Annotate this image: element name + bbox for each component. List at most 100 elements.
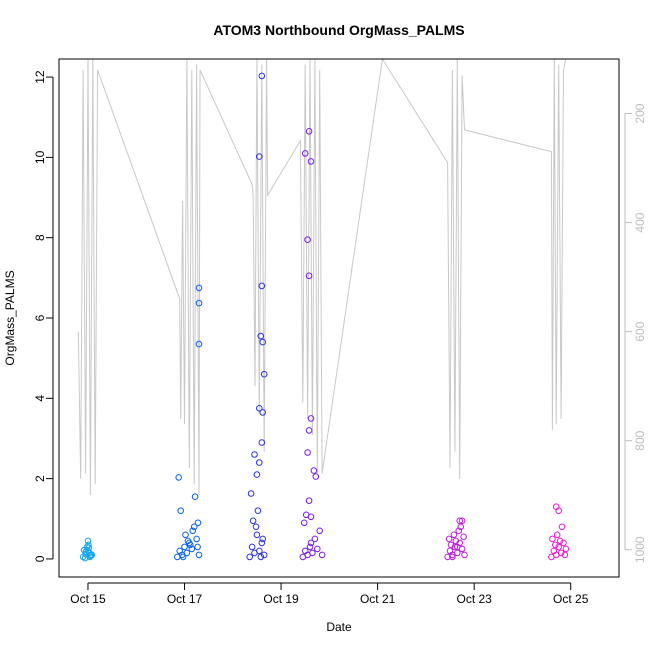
data-point — [451, 543, 459, 551]
data-point — [449, 553, 456, 561]
data-point — [194, 543, 201, 551]
data-point — [189, 527, 196, 535]
data-point — [256, 547, 263, 555]
data-point — [556, 537, 564, 545]
data-point — [305, 128, 313, 135]
data-point — [258, 72, 266, 80]
axes-layer: 0 2 4 6 8 10 12 Oct 15 Oct 17 Oct 19 Oct 21 Oct 23 O… — [33, 70, 647, 606]
data-point — [560, 539, 567, 547]
data-point — [257, 332, 265, 340]
secondary-tick-label: 600 — [633, 321, 647, 341]
altitude-trace-layer — [77, 57, 567, 496]
data-point — [195, 551, 203, 559]
chart-title: ATOM3 Northbound OrgMass_PALMS — [213, 22, 464, 38]
data-point — [307, 539, 315, 547]
y-tick-label: 12 — [33, 70, 47, 84]
data-point — [194, 519, 202, 527]
data-point — [304, 449, 311, 456]
data-point — [193, 535, 200, 543]
plot-frame — [58, 58, 620, 578]
data-point — [253, 531, 261, 539]
data-point — [553, 531, 561, 539]
data-point — [456, 517, 464, 525]
data-point — [87, 551, 95, 559]
x-tick-label: Oct 15 — [70, 592, 106, 606]
data-point — [260, 551, 268, 559]
x-tick-label: Oct 21 — [360, 592, 396, 606]
y-tick-label: 2 — [33, 475, 47, 482]
data-point — [311, 535, 319, 543]
secondary-tick-label: 1000 — [633, 536, 647, 563]
data-point — [258, 282, 266, 290]
data-point — [447, 541, 455, 549]
data-point — [252, 523, 260, 531]
data-point — [184, 537, 192, 545]
data-point — [251, 451, 258, 458]
data-point — [256, 459, 263, 466]
data-point — [257, 553, 265, 561]
data-point — [260, 370, 268, 378]
data-point — [318, 551, 326, 559]
altitude-trace-line — [77, 57, 567, 496]
data-point — [177, 507, 184, 515]
data-point — [253, 471, 261, 478]
x-axis-label: Date — [326, 620, 352, 634]
data-point — [300, 519, 308, 527]
secondary-tick-label: 200 — [633, 103, 647, 123]
data-point — [191, 493, 199, 501]
data-point — [312, 473, 320, 480]
data-point — [454, 543, 461, 551]
y-tick-label: 6 — [33, 314, 47, 321]
data-point — [85, 541, 92, 549]
data-point — [549, 535, 556, 543]
data-point — [259, 535, 267, 543]
data-point — [452, 537, 460, 545]
data-point — [195, 284, 203, 292]
data-point — [85, 544, 93, 552]
data-point — [457, 523, 465, 531]
points-layer — [79, 72, 570, 562]
data-point — [304, 236, 311, 243]
data-point — [557, 549, 565, 557]
y-axis-label: OrgMass_PALMS — [3, 270, 17, 365]
data-point — [181, 543, 188, 551]
data-point — [182, 531, 189, 539]
y-tick-label: 10 — [33, 150, 47, 164]
data-point — [249, 517, 257, 525]
data-point — [562, 545, 570, 553]
data-point — [555, 507, 563, 515]
data-point — [307, 415, 315, 422]
x-tick-label: Oct 19 — [263, 592, 299, 606]
y-tick-label: 8 — [33, 234, 47, 241]
data-point — [254, 507, 262, 515]
data-point — [301, 150, 309, 157]
data-point — [310, 467, 318, 474]
data-point — [258, 439, 266, 446]
data-point — [256, 405, 263, 412]
data-point — [248, 543, 256, 551]
data-point — [188, 545, 196, 553]
data-point — [314, 545, 321, 553]
data-point — [455, 527, 463, 535]
y-tick-label: 4 — [33, 395, 47, 402]
data-point — [247, 490, 255, 497]
data-point — [183, 549, 191, 557]
secondary-tick-label: 800 — [633, 430, 647, 450]
data-point — [258, 539, 266, 547]
data-point — [316, 527, 324, 535]
data-point — [305, 272, 313, 280]
data-point — [460, 533, 467, 541]
x-tick-label: Oct 25 — [553, 592, 589, 606]
data-point — [179, 553, 187, 561]
data-point — [195, 299, 203, 307]
data-point — [555, 543, 563, 551]
data-point — [458, 517, 466, 525]
data-point — [305, 427, 313, 434]
data-point — [84, 537, 92, 545]
data-point — [450, 531, 458, 539]
data-point — [552, 541, 559, 549]
secondary-tick-label: 400 — [633, 212, 647, 232]
data-point — [305, 497, 313, 505]
